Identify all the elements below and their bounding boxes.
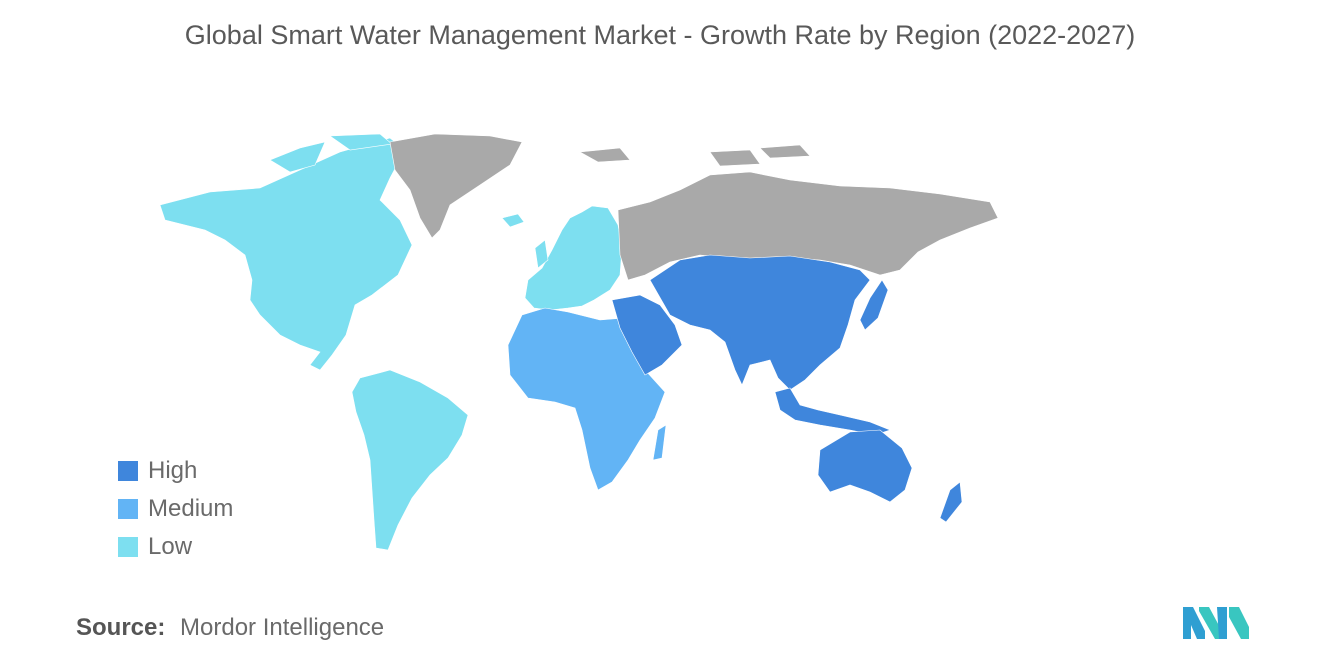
world-map: [159, 133, 999, 551]
region-north-america: [159, 137, 413, 371]
legend-item-low: Low: [118, 528, 233, 566]
region-south-america: [351, 369, 469, 551]
region-asia: [649, 254, 871, 391]
source-label: Source:: [76, 614, 166, 641]
legend-swatch-low: [118, 537, 138, 557]
region-new-zealand: [939, 481, 963, 523]
region-russia: [617, 171, 999, 281]
chart-title: Global Smart Water Management Market - G…: [184, 20, 1136, 50]
region-middle-east: [611, 294, 683, 376]
legend-label-low: Low: [148, 533, 193, 560]
legend-label-high: High: [148, 457, 198, 484]
source-text: Mordor Intelligence: [180, 614, 385, 641]
region-uk: [534, 239, 549, 269]
region-australia: [817, 429, 913, 503]
region-africa: [507, 307, 666, 491]
legend-item-high: High: [118, 452, 233, 490]
region-arctic-islands: [579, 144, 811, 167]
legend-label-medium: Medium: [148, 495, 234, 522]
source-line: Source: Mordor Intelligence: [76, 614, 384, 642]
legend: High Medium Low: [118, 452, 233, 566]
region-southeast-asia: [774, 387, 891, 436]
region-japan: [859, 279, 889, 331]
mordor-intelligence-logo-icon: [1183, 607, 1249, 639]
region-greenland: [389, 133, 523, 239]
legend-swatch-high: [118, 461, 138, 481]
legend-item-medium: Medium: [118, 490, 233, 528]
region-iceland: [501, 213, 525, 228]
legend-swatch-medium: [118, 499, 138, 519]
region-madagascar: [652, 424, 667, 461]
